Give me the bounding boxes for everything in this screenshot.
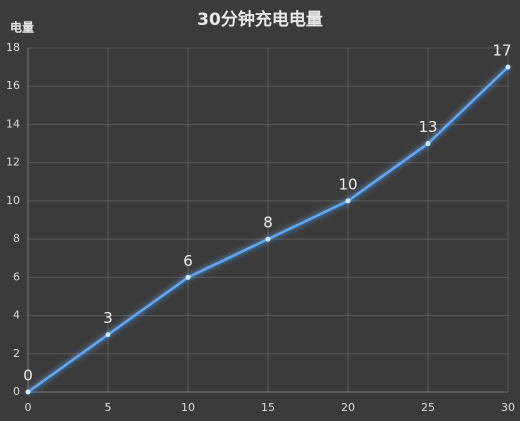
y-tick-label: 0	[13, 385, 20, 398]
data-point	[345, 198, 351, 204]
x-tick-label: 30	[501, 401, 515, 414]
data-point	[185, 274, 191, 280]
data-point	[505, 64, 511, 70]
value-label: 6	[183, 252, 193, 270]
y-tick-label: 6	[13, 270, 20, 283]
data-point	[425, 141, 431, 147]
y-tick-label: 4	[13, 309, 20, 322]
x-tick-label: 25	[421, 401, 435, 414]
value-label: 0	[23, 367, 33, 385]
data-point	[265, 236, 271, 242]
value-label: 13	[418, 118, 437, 136]
y-tick-label: 8	[13, 232, 20, 245]
value-label: 17	[492, 42, 511, 60]
y-tick-label: 2	[13, 347, 20, 360]
y-tick-label: 12	[6, 156, 20, 169]
data-point	[25, 389, 31, 395]
y-tick-label: 18	[6, 41, 20, 54]
x-tick-label: 10	[181, 401, 195, 414]
y-axis-label: 电量	[10, 20, 34, 35]
x-tick-label: 5	[105, 401, 112, 414]
y-tick-label: 16	[6, 79, 20, 92]
value-label: 8	[263, 214, 273, 232]
value-label: 10	[338, 175, 357, 193]
data-point	[105, 332, 111, 338]
x-tick-label: 0	[25, 401, 32, 414]
chart-title: 30分钟充电电量	[197, 9, 323, 30]
y-tick-label: 10	[6, 194, 20, 207]
value-label: 3	[103, 309, 113, 327]
x-tick-label: 20	[341, 401, 355, 414]
x-tick-label: 15	[261, 401, 275, 414]
y-tick-label: 14	[6, 117, 20, 130]
